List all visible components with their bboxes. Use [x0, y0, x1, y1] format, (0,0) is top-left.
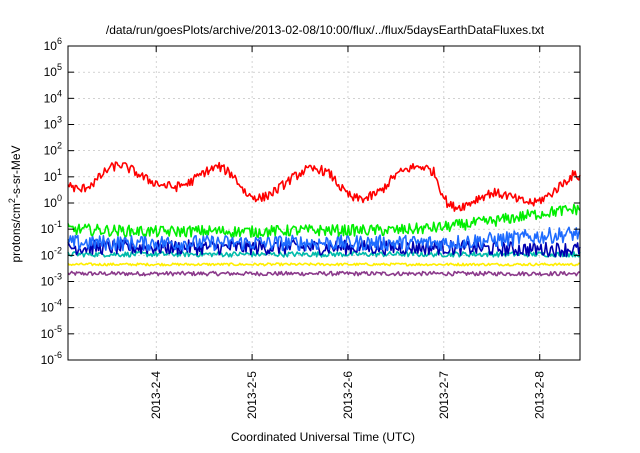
series-line-1 [67, 161, 581, 212]
y-tick-label-base: 10 [44, 118, 58, 132]
y-tick-label-exp: -5 [54, 324, 62, 334]
y-tick-label: 105 [44, 62, 62, 79]
y-tick-label-base: 10 [44, 196, 58, 210]
y-axis-label-sup: 2 [7, 198, 17, 203]
y-tick-label: 101 [44, 167, 62, 184]
y-tick-label-exp: 1 [57, 167, 62, 177]
series-line-3 [67, 226, 581, 252]
y-tick-label: 100 [44, 193, 62, 210]
y-tick-label-exp: 3 [57, 115, 62, 125]
y-tick-label: 10-2 [41, 245, 62, 262]
chart-title: /data/run/goesPlots/archive/2013-02-08/1… [106, 23, 545, 37]
y-tick-label-exp: -6 [54, 350, 62, 360]
y-tick-label-base: 10 [41, 327, 55, 341]
y-axis-label-rest: -s-sr-MeV [9, 145, 23, 198]
y-tick-label-base: 10 [41, 275, 55, 289]
y-axis-label: protons/cm2-s-sr-MeV [7, 145, 23, 262]
series-line-2 [67, 203, 581, 238]
series-line-6 [67, 262, 581, 267]
y-tick-label-exp: -1 [54, 219, 62, 229]
x-tick-label: 2013-2-4 [149, 371, 163, 419]
y-tick-label: 106 [44, 36, 62, 53]
y-tick-label-base: 10 [41, 248, 55, 262]
y-tick-label-base: 10 [44, 144, 58, 158]
y-tick-label-base: 10 [44, 91, 58, 105]
y-tick-label-base: 10 [44, 39, 58, 53]
y-tick-label: 104 [44, 88, 62, 105]
x-axis-label: Coordinated Universal Time (UTC) [231, 430, 415, 444]
y-tick-label-exp: -2 [54, 245, 62, 255]
y-tick-label: 102 [44, 141, 62, 158]
series-line-5 [67, 250, 581, 258]
y-tick-label: 10-5 [41, 324, 62, 341]
y-tick-label-base: 10 [41, 301, 55, 315]
y-tick-label: 10-1 [41, 219, 62, 236]
grid-lines [68, 46, 580, 360]
y-tick-label-exp: 6 [57, 36, 62, 46]
y-tick-label: 10-3 [41, 272, 62, 289]
y-tick-label-exp: 4 [57, 88, 62, 98]
x-axis: 2013-2-4 2013-2-5 2013-2-6 2013-2-7 2013-2-8 [149, 46, 547, 419]
y-tick-label-base: 10 [44, 65, 58, 79]
x-tick-label: 2013-2-6 [341, 371, 355, 419]
y-axis-label-base: protons/cm [9, 203, 23, 262]
x-tick-label: 2013-2-7 [437, 371, 451, 419]
y-tick-label-exp: -3 [54, 272, 62, 282]
series-group [67, 161, 581, 277]
y-axis: 10-610-510-410-310-210-11001011021031041… [41, 36, 580, 367]
y-tick-label-base: 10 [44, 170, 58, 184]
y-tick-label-exp: 5 [57, 62, 62, 72]
series-line-7 [67, 270, 581, 277]
y-tick-label-base: 10 [41, 353, 55, 367]
y-tick-label-exp: 0 [57, 193, 62, 203]
y-tick-label-exp: -4 [54, 298, 62, 308]
x-tick-label: 2013-2-8 [533, 371, 547, 419]
y-tick-label-base: 10 [41, 222, 55, 236]
x-tick-label: 2013-2-5 [245, 371, 259, 419]
y-tick-label-exp: 2 [57, 141, 62, 151]
y-tick-label: 103 [44, 115, 62, 132]
y-tick-label: 10-4 [41, 298, 62, 315]
y-tick-label: 10-6 [41, 350, 62, 367]
